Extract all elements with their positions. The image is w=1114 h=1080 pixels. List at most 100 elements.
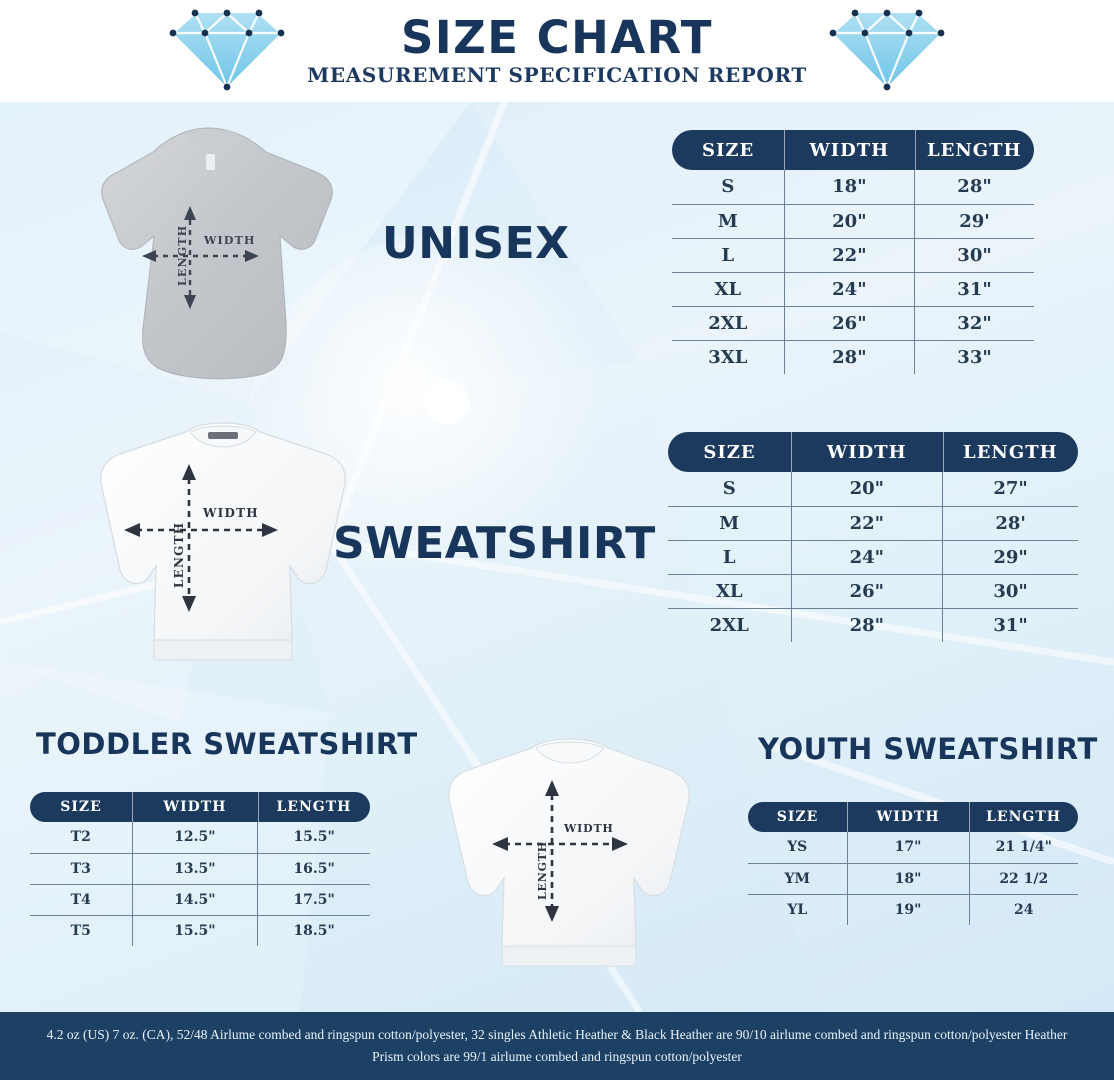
cell-size: YM (748, 863, 848, 895)
cell-width: 22" (784, 238, 916, 273)
column-header-size: SIZE (748, 802, 847, 832)
cell-size: YL (748, 894, 848, 925)
cell-size: T5 (30, 915, 133, 946)
diamond-gem-icon-left (165, 7, 289, 96)
table-body-sweatshirt: S 20" 27" M 22" 28' L 24" 29" XL 26" 30" 2XL 28" 31" (668, 472, 1078, 642)
table-toddler: SIZE WIDTH LENGTH T2 12.5" 15.5" T3 13.5" 16.… (30, 792, 370, 946)
column-header-size: SIZE (672, 130, 785, 170)
cell-width: 28" (784, 340, 916, 374)
kids-width-label: WIDTH (563, 822, 614, 835)
size-table-unisex: SIZE WIDTH LENGTH S 18" 28" M 20" 29' L 22" 30" X… (672, 130, 1034, 374)
table-header-row: SIZE WIDTH LENGTH (668, 432, 1078, 472)
cell-length: 27" (942, 472, 1078, 507)
cell-length: 15.5" (257, 822, 370, 854)
table-body-toddler: T2 12.5" 15.5" T3 13.5" 16.5" T4 14.5" 17.5" T5 15… (30, 822, 370, 946)
cell-size: T4 (30, 884, 133, 916)
cell-width: 22" (791, 506, 944, 541)
column-header-width: WIDTH (784, 130, 915, 170)
cell-size: L (672, 238, 785, 273)
table-row: T3 13.5" 16.5" (30, 853, 370, 885)
cell-width: 19" (847, 894, 970, 925)
cell-width: 12.5" (132, 822, 259, 854)
column-header-length: LENGTH (969, 802, 1078, 832)
cell-width: 28" (791, 608, 944, 642)
column-header-length: LENGTH (914, 130, 1034, 170)
sweatshirt-width-label: WIDTH (202, 506, 259, 520)
cell-size: T3 (30, 853, 133, 885)
cell-length: 24 (1014, 901, 1034, 918)
fabric-spec-text: 4.2 oz (US) 7 oz. (CA), 52/48 Airlume co… (46, 1026, 1068, 1064)
cell-size: 2XL (668, 608, 792, 642)
page-title: SIZE CHART (400, 10, 713, 64)
cell-size: YS (748, 832, 848, 864)
table-sweatshirt: SIZE WIDTH LENGTH S 20" 27" M 22" 28' L 24" 29" X… (668, 432, 1078, 642)
column-header-width: WIDTH (791, 432, 943, 472)
cell-width: 24" (791, 540, 944, 575)
header-title-group: SIZE CHART MEASUREMENT SPECIFICATION REP… (307, 10, 807, 87)
cell-length: 30" (914, 238, 1034, 273)
table-header-row: SIZE WIDTH LENGTH (748, 802, 1078, 832)
table-row: M 22" 28' (668, 506, 1078, 541)
section-title-youth: YOUTH SWEATSHIRT (758, 732, 1098, 766)
table-header-row: SIZE WIDTH LENGTH (672, 130, 1034, 170)
tee-width-label: WIDTH (203, 234, 256, 247)
table-row: 2XL 28" 31" (668, 608, 1078, 642)
section-title-toddler: TODDLER SWEATSHIRT (36, 727, 418, 761)
cell-size: 3XL (672, 340, 785, 374)
cell-width: 26" (791, 574, 944, 609)
cell-width: 18" (784, 170, 916, 205)
cell-size: S (668, 472, 792, 507)
cell-size: T2 (30, 822, 133, 854)
cell-length: 32" (914, 306, 1034, 341)
table-body-unisex: S 18" 28" M 20" 29' L 22" 30" XL 24" 31" 2XL 26" 32" 3X… (672, 170, 1034, 374)
table-row: S 18" 28" (672, 170, 1034, 205)
cell-length: 18.5" (293, 922, 335, 939)
cell-width: 20" (784, 204, 916, 239)
cell-length: 29" (942, 540, 1078, 575)
cell-width: 24" (784, 272, 916, 307)
cell-width: 15.5" (132, 915, 259, 946)
table-row: YL 19" 24 (748, 894, 1078, 925)
size-table-sweatshirt: SIZE WIDTH LENGTH S 20" 27" M 22" 28' L 24" 29" X… (668, 432, 1078, 642)
table-row: T4 14.5" 17.5" (30, 884, 370, 916)
section-title-sweatshirt: SWEATSHIRT (333, 518, 656, 569)
table-row: L 22" 30" (672, 238, 1034, 273)
table-row: 3XL 28" 33" (672, 340, 1034, 374)
table-row: L 24" 29" (668, 540, 1078, 575)
cell-length: 16.5" (257, 853, 370, 885)
cell-size: M (668, 506, 792, 541)
kids-length-label: LENGTH (536, 841, 549, 900)
cell-width: 20" (791, 472, 944, 507)
column-header-length: LENGTH (257, 792, 370, 822)
page-header: SIZE CHART MEASUREMENT SPECIFICATION REP… (0, 0, 1114, 102)
cell-length: 31" (993, 614, 1028, 636)
table-header-sweatshirt: SIZE WIDTH LENGTH (668, 432, 1078, 472)
cell-length: 28' (942, 506, 1078, 541)
cell-width: 14.5" (132, 884, 259, 916)
column-header-size: SIZE (668, 432, 791, 472)
cell-size: L (668, 540, 792, 575)
table-unisex: SIZE WIDTH LENGTH S 18" 28" M 20" 29' L 22" 30" X… (672, 130, 1034, 374)
table-row: 2XL 26" 32" (672, 306, 1034, 341)
unisex-tshirt-photo: WIDTH LENGTH (58, 110, 368, 390)
table-youth: SIZE WIDTH LENGTH YS 17" 21 1/4" YM 18" 22 1/… (748, 802, 1078, 925)
table-row: XL 24" 31" (672, 272, 1034, 307)
column-header-width: WIDTH (132, 792, 258, 822)
table-row: T2 12.5" 15.5" (30, 822, 370, 854)
sweatshirt-length-label: LENGTH (172, 522, 186, 588)
kids-sweatshirt-photo: WIDTH LENGTH (420, 722, 720, 1002)
table-row: XL 26" 30" (668, 574, 1078, 609)
cell-width: 17" (847, 832, 970, 864)
cell-width: 13.5" (132, 853, 259, 885)
diamond-gem-icon-right (825, 7, 949, 96)
column-header-width: WIDTH (847, 802, 970, 832)
table-header-youth: SIZE WIDTH LENGTH (748, 802, 1078, 832)
cell-width: 26" (784, 306, 916, 341)
table-header-unisex: SIZE WIDTH LENGTH (672, 130, 1034, 170)
table-row: M 20" 29' (672, 204, 1034, 239)
cell-length: 28" (914, 170, 1034, 205)
cell-size: M (672, 204, 785, 239)
fabric-spec-footer: 4.2 oz (US) 7 oz. (CA), 52/48 Airlume co… (0, 1012, 1114, 1080)
cell-length: 33" (957, 346, 992, 368)
cell-size: 2XL (672, 306, 785, 341)
